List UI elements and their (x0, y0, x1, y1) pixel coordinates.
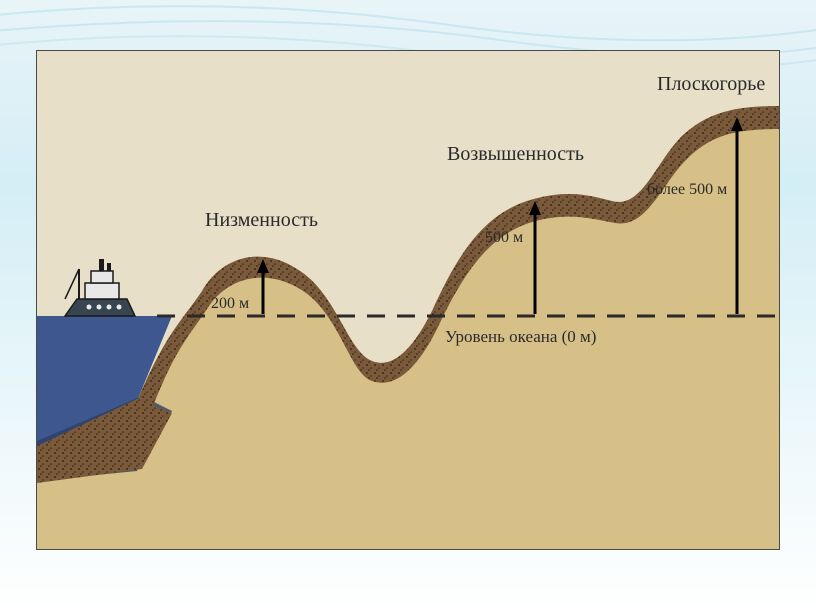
label-sea-level: Уровень океана (0 м) (445, 327, 596, 347)
label-upland: Возвышенность (447, 143, 584, 166)
label-plateau-height: более 500 м (647, 181, 727, 199)
label-plateau: Плоскогорье (657, 73, 765, 96)
terrain-diagram: Низменность 200 м Возвышенность 500 м Пл… (36, 50, 780, 550)
terrain-svg (37, 51, 780, 550)
label-upland-height: 500 м (485, 229, 523, 247)
label-lowland: Низменность (205, 209, 318, 232)
label-lowland-height: 200 м (211, 295, 249, 313)
